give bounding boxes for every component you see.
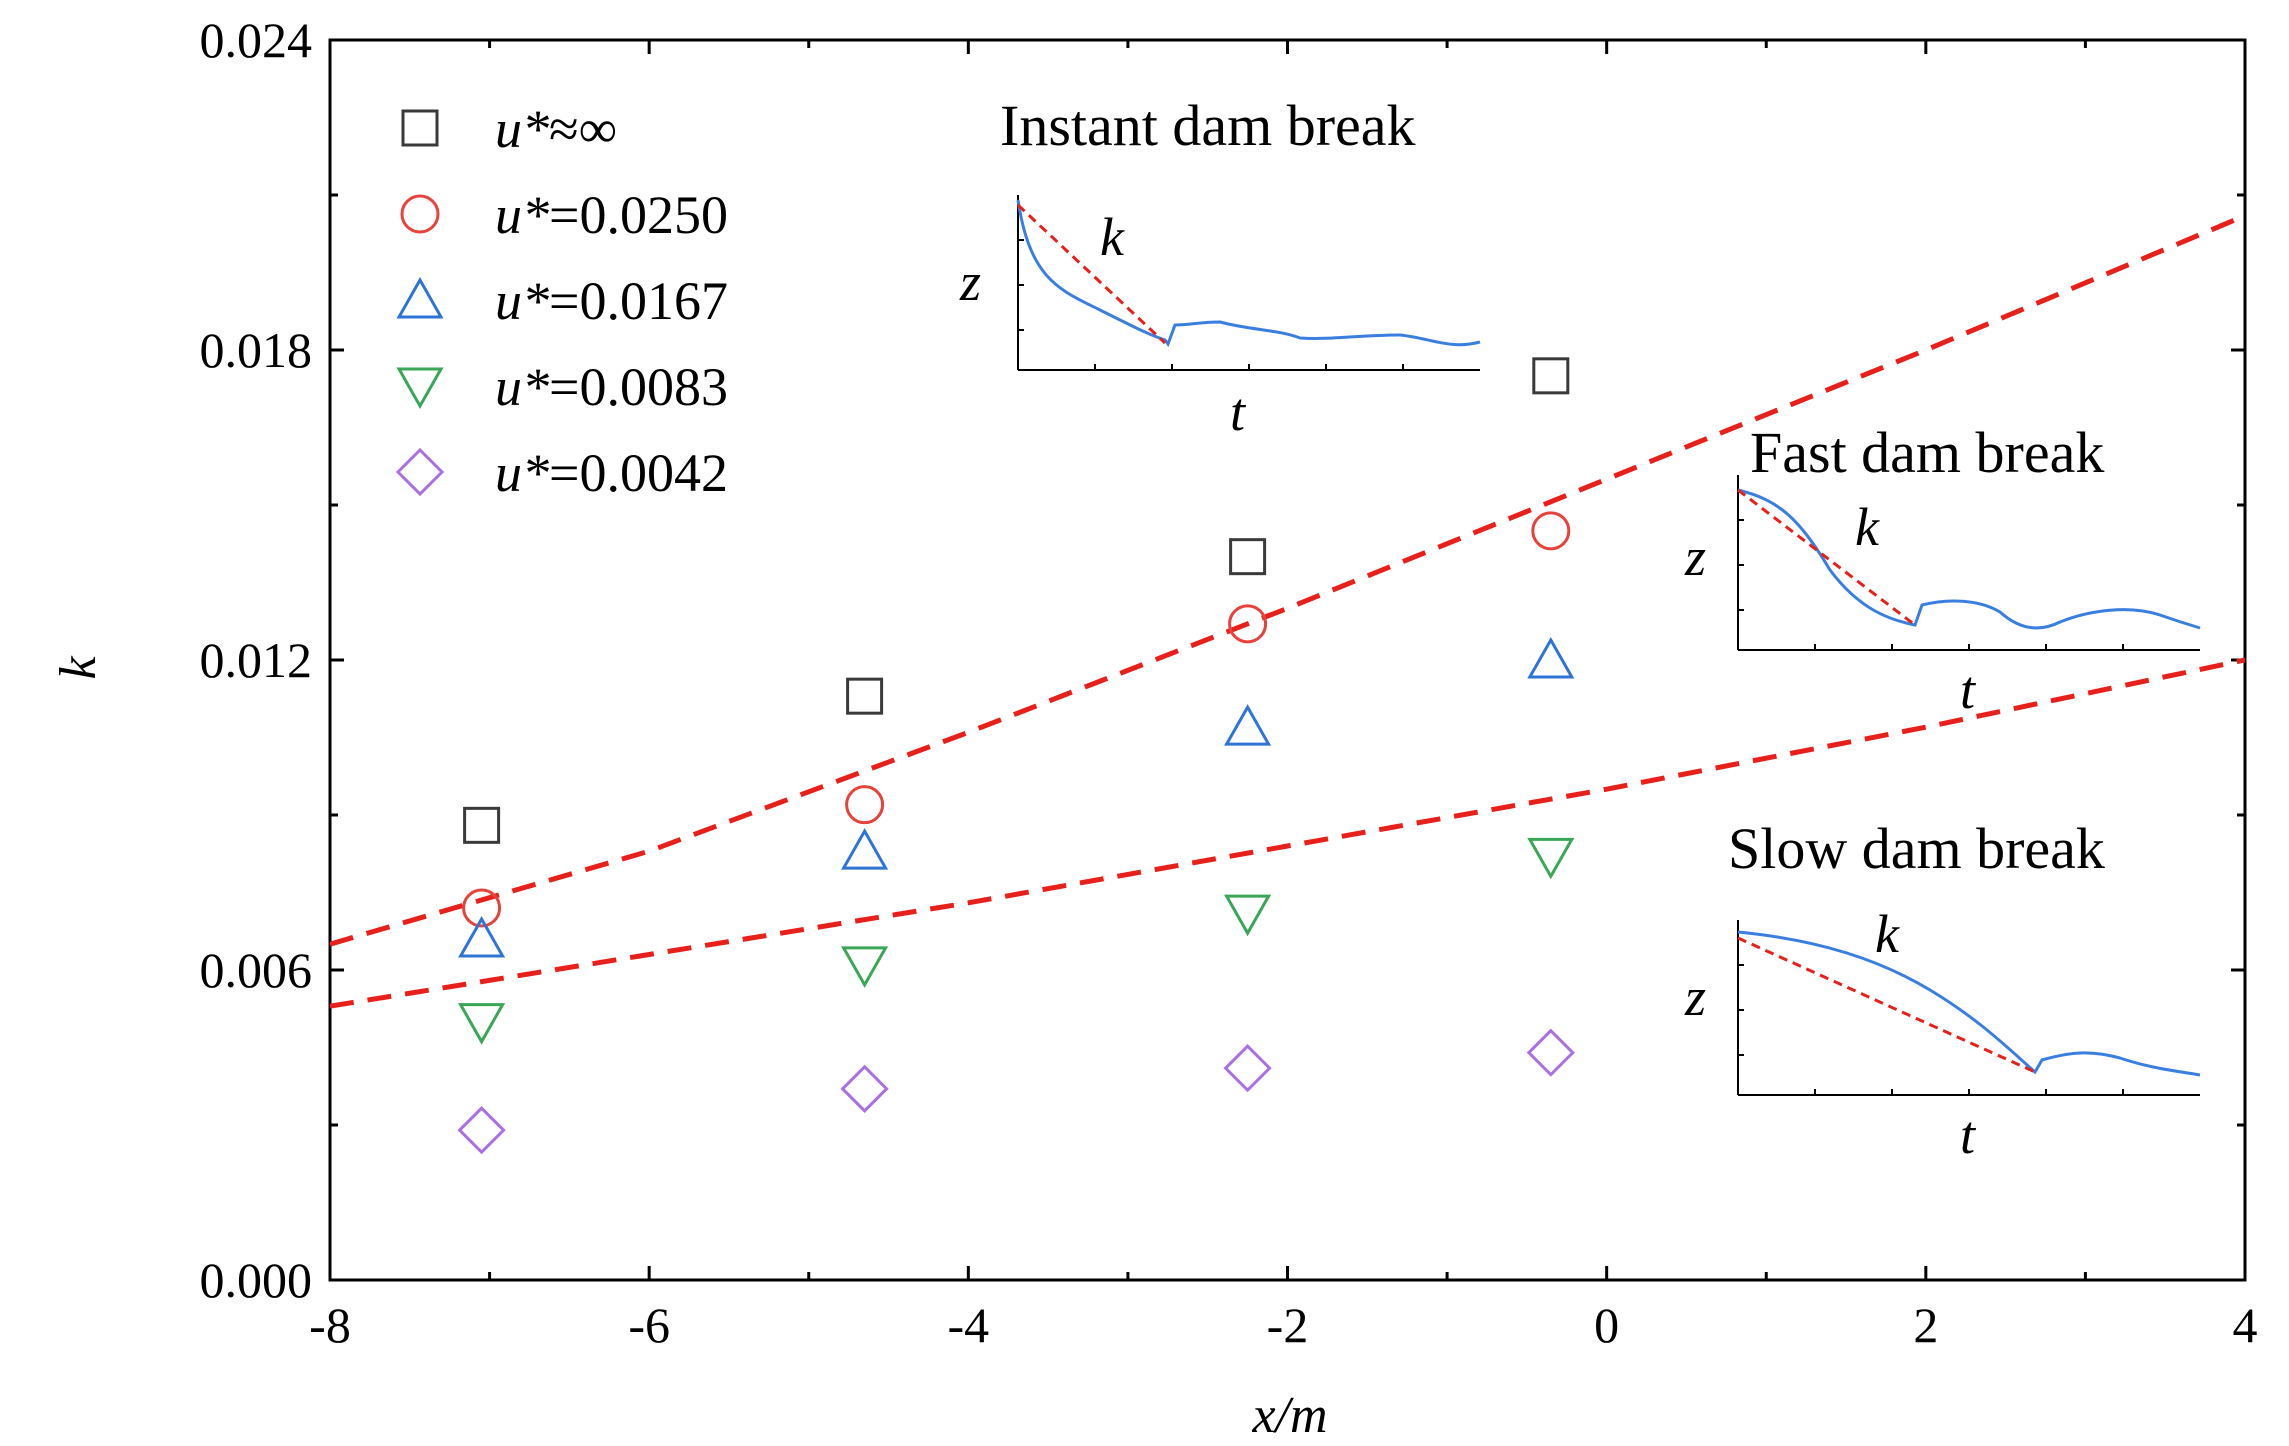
axis-tick-labels: -8 -6 -4 -2 0 2 4 0.000 0.006 0.012 0.018 0.024	[200, 12, 2258, 1353]
x-tick-label: 0	[1594, 1297, 1619, 1353]
data-point-diamond	[1223, 1044, 1272, 1093]
inset-slow: Slow dam break k z t	[1684, 816, 2201, 1165]
data-markers	[457, 357, 1575, 1155]
data-point-circle	[845, 785, 885, 825]
inset-slow-title: Slow dam break	[1728, 816, 2105, 881]
x-tick-label: 4	[2233, 1297, 2258, 1353]
legend-marker-triangle-down	[396, 367, 444, 410]
legend-label: u*=0.0042	[495, 443, 728, 503]
data-point-diamond	[840, 1064, 889, 1113]
y-tick-label: 0.006	[200, 942, 313, 998]
inset-instant-curve	[1016, 199, 1481, 348]
x-tick-label: 2	[1913, 1297, 1938, 1353]
data-point-circle	[462, 888, 502, 928]
legend: u*≈∞ u*=0.0250 u*=0.0167 u*=0.0083 u*=0.0042	[395, 99, 728, 503]
data-point-square	[463, 806, 501, 844]
data-point-triangle-up	[458, 915, 506, 958]
inset-fast-title: Fast dam break	[1750, 420, 2104, 485]
data-point-diamond	[457, 1106, 506, 1155]
legend-marker-triangle-up	[396, 276, 444, 319]
y-tick-label: 0.012	[200, 632, 313, 688]
inset-fast: Fast dam break k z t	[1684, 420, 2201, 720]
inset-fast-curve	[1737, 488, 2201, 630]
legend-label: u*≈∞	[495, 99, 617, 159]
data-point-triangle-up	[1527, 636, 1575, 679]
data-point-triangle-down	[1527, 837, 1575, 880]
x-tick-label: -8	[309, 1297, 351, 1353]
x-tick-label: -2	[1267, 1297, 1309, 1353]
inset-slow-t: t	[1960, 1105, 1977, 1165]
legend-label: u*=0.0167	[495, 271, 728, 331]
data-point-triangle-down	[458, 1003, 506, 1045]
data-point-triangle-up	[1224, 704, 1272, 746]
data-point-triangle-down	[1224, 894, 1272, 937]
inset-slow-k: k	[1875, 904, 1900, 964]
inset-fast-axes	[1737, 475, 2200, 651]
fit-lines	[330, 213, 2245, 1009]
inset-slow-axes	[1737, 920, 2200, 1096]
data-point-circle	[1531, 511, 1571, 551]
legend-marker-diamond	[395, 447, 445, 497]
legend-label: u*=0.0250	[495, 185, 728, 245]
inset-fast-t: t	[1960, 660, 1977, 720]
x-tick-label: -4	[948, 1297, 990, 1353]
y-tick-label: 0.000	[200, 1252, 313, 1308]
x-axis-label: x/m	[1251, 1387, 1327, 1444]
data-point-triangle-up	[841, 828, 889, 870]
data-point-square	[1229, 538, 1267, 576]
legend-marker-circle	[400, 194, 440, 234]
inset-slow-slope	[1737, 936, 2036, 1074]
legend-label: u*=0.0083	[495, 357, 728, 417]
data-point-square	[1532, 357, 1570, 395]
y-axis-label: k	[50, 656, 107, 680]
inset-instant-z: z	[959, 252, 981, 312]
axis-ticks	[328, 38, 2247, 1282]
data-point-triangle-down	[841, 946, 889, 988]
inset-fast-slope	[1737, 488, 1916, 627]
inset-instant-k: k	[1100, 207, 1125, 267]
data-point-diamond	[1526, 1028, 1575, 1077]
inset-instant-t: t	[1230, 382, 1247, 442]
inset-instant: Instant dam break k z t	[959, 93, 1481, 442]
inset-slow-z: z	[1684, 967, 1706, 1027]
inset-instant-title: Instant dam break	[1000, 93, 1416, 158]
data-point-square	[846, 677, 884, 715]
inset-instant-slope	[1016, 203, 1167, 345]
fit-line-lower-boundary	[330, 657, 2245, 1009]
inset-fast-z: z	[1684, 527, 1706, 587]
inset-fast-k: k	[1855, 497, 1880, 557]
y-tick-label: 0.024	[200, 12, 313, 68]
y-tick-label: 0.018	[200, 322, 313, 378]
data-point-circle	[1228, 604, 1268, 644]
x-tick-label: -6	[628, 1297, 670, 1353]
legend-marker-square	[401, 109, 439, 147]
inset-instant-axes	[1017, 195, 1480, 371]
inset-slow-curve	[1737, 930, 2201, 1077]
